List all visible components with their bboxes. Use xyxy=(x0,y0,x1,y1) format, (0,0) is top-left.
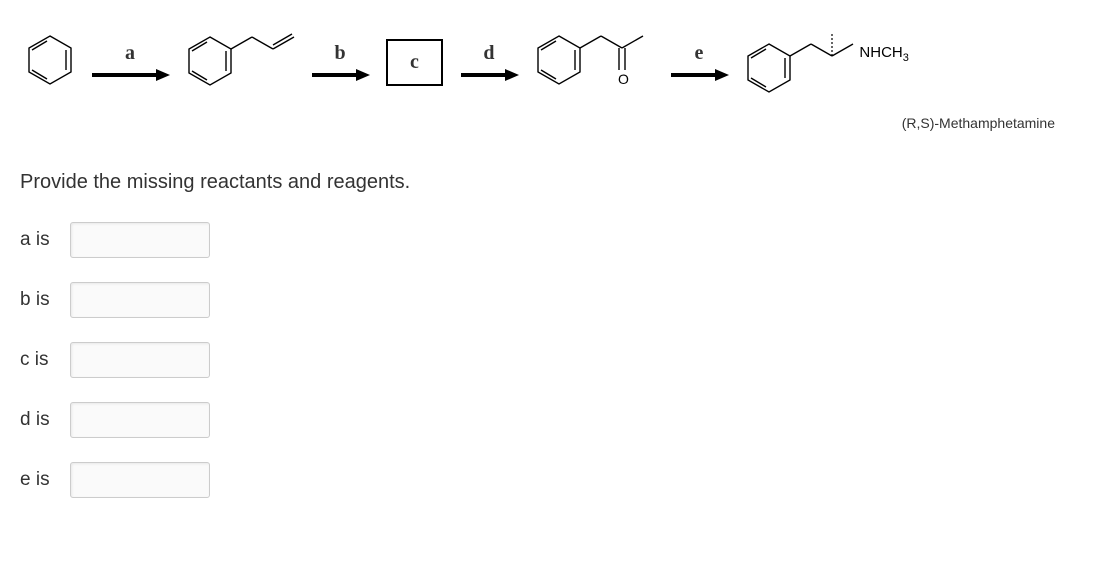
answer-input-c[interactable] xyxy=(70,342,210,378)
product-caption: (R,S)-Methamphetamine xyxy=(20,115,1075,131)
arrow-d: d xyxy=(459,42,519,83)
answer-row-c: c is xyxy=(20,342,1075,378)
mol-allylbenzene xyxy=(180,25,300,100)
answer-row-e: e is xyxy=(20,462,1075,498)
answer-label-c: c is xyxy=(20,349,70,371)
mol-phenylacetone: O xyxy=(529,20,659,105)
nhch3-label: NHCH3 xyxy=(859,44,908,64)
answer-input-e[interactable] xyxy=(70,462,210,498)
answer-label-d: d is xyxy=(20,409,70,431)
mol-methamphetamine: NHCH3 xyxy=(739,20,909,105)
answer-input-a[interactable] xyxy=(70,222,210,258)
answer-label-b: b is xyxy=(20,289,70,311)
answer-input-b[interactable] xyxy=(70,282,210,318)
arrow-e-label: e xyxy=(694,42,703,65)
arrow-a: a xyxy=(90,42,170,83)
arrow-d-label: d xyxy=(483,42,494,65)
question-prompt: Provide the missing reactants and reagen… xyxy=(20,171,1075,194)
reaction-scheme: a b c xyxy=(20,20,1075,105)
answer-row-b: b is xyxy=(20,282,1075,318)
boxed-intermediate-c: c xyxy=(386,39,443,86)
arrow-a-label: a xyxy=(125,42,135,65)
answer-label-a: a is xyxy=(20,229,70,251)
mol-benzene xyxy=(20,30,80,95)
answer-row-a: a is xyxy=(20,222,1075,258)
svg-text:O: O xyxy=(618,71,629,87)
arrow-e: e xyxy=(669,42,729,83)
answer-label-e: e is xyxy=(20,469,70,491)
answer-input-d[interactable] xyxy=(70,402,210,438)
arrow-b: b xyxy=(310,42,370,83)
answer-block: a is b is c is d is e is xyxy=(20,222,1075,498)
answer-row-d: d is xyxy=(20,402,1075,438)
arrow-b-label: b xyxy=(334,42,345,65)
